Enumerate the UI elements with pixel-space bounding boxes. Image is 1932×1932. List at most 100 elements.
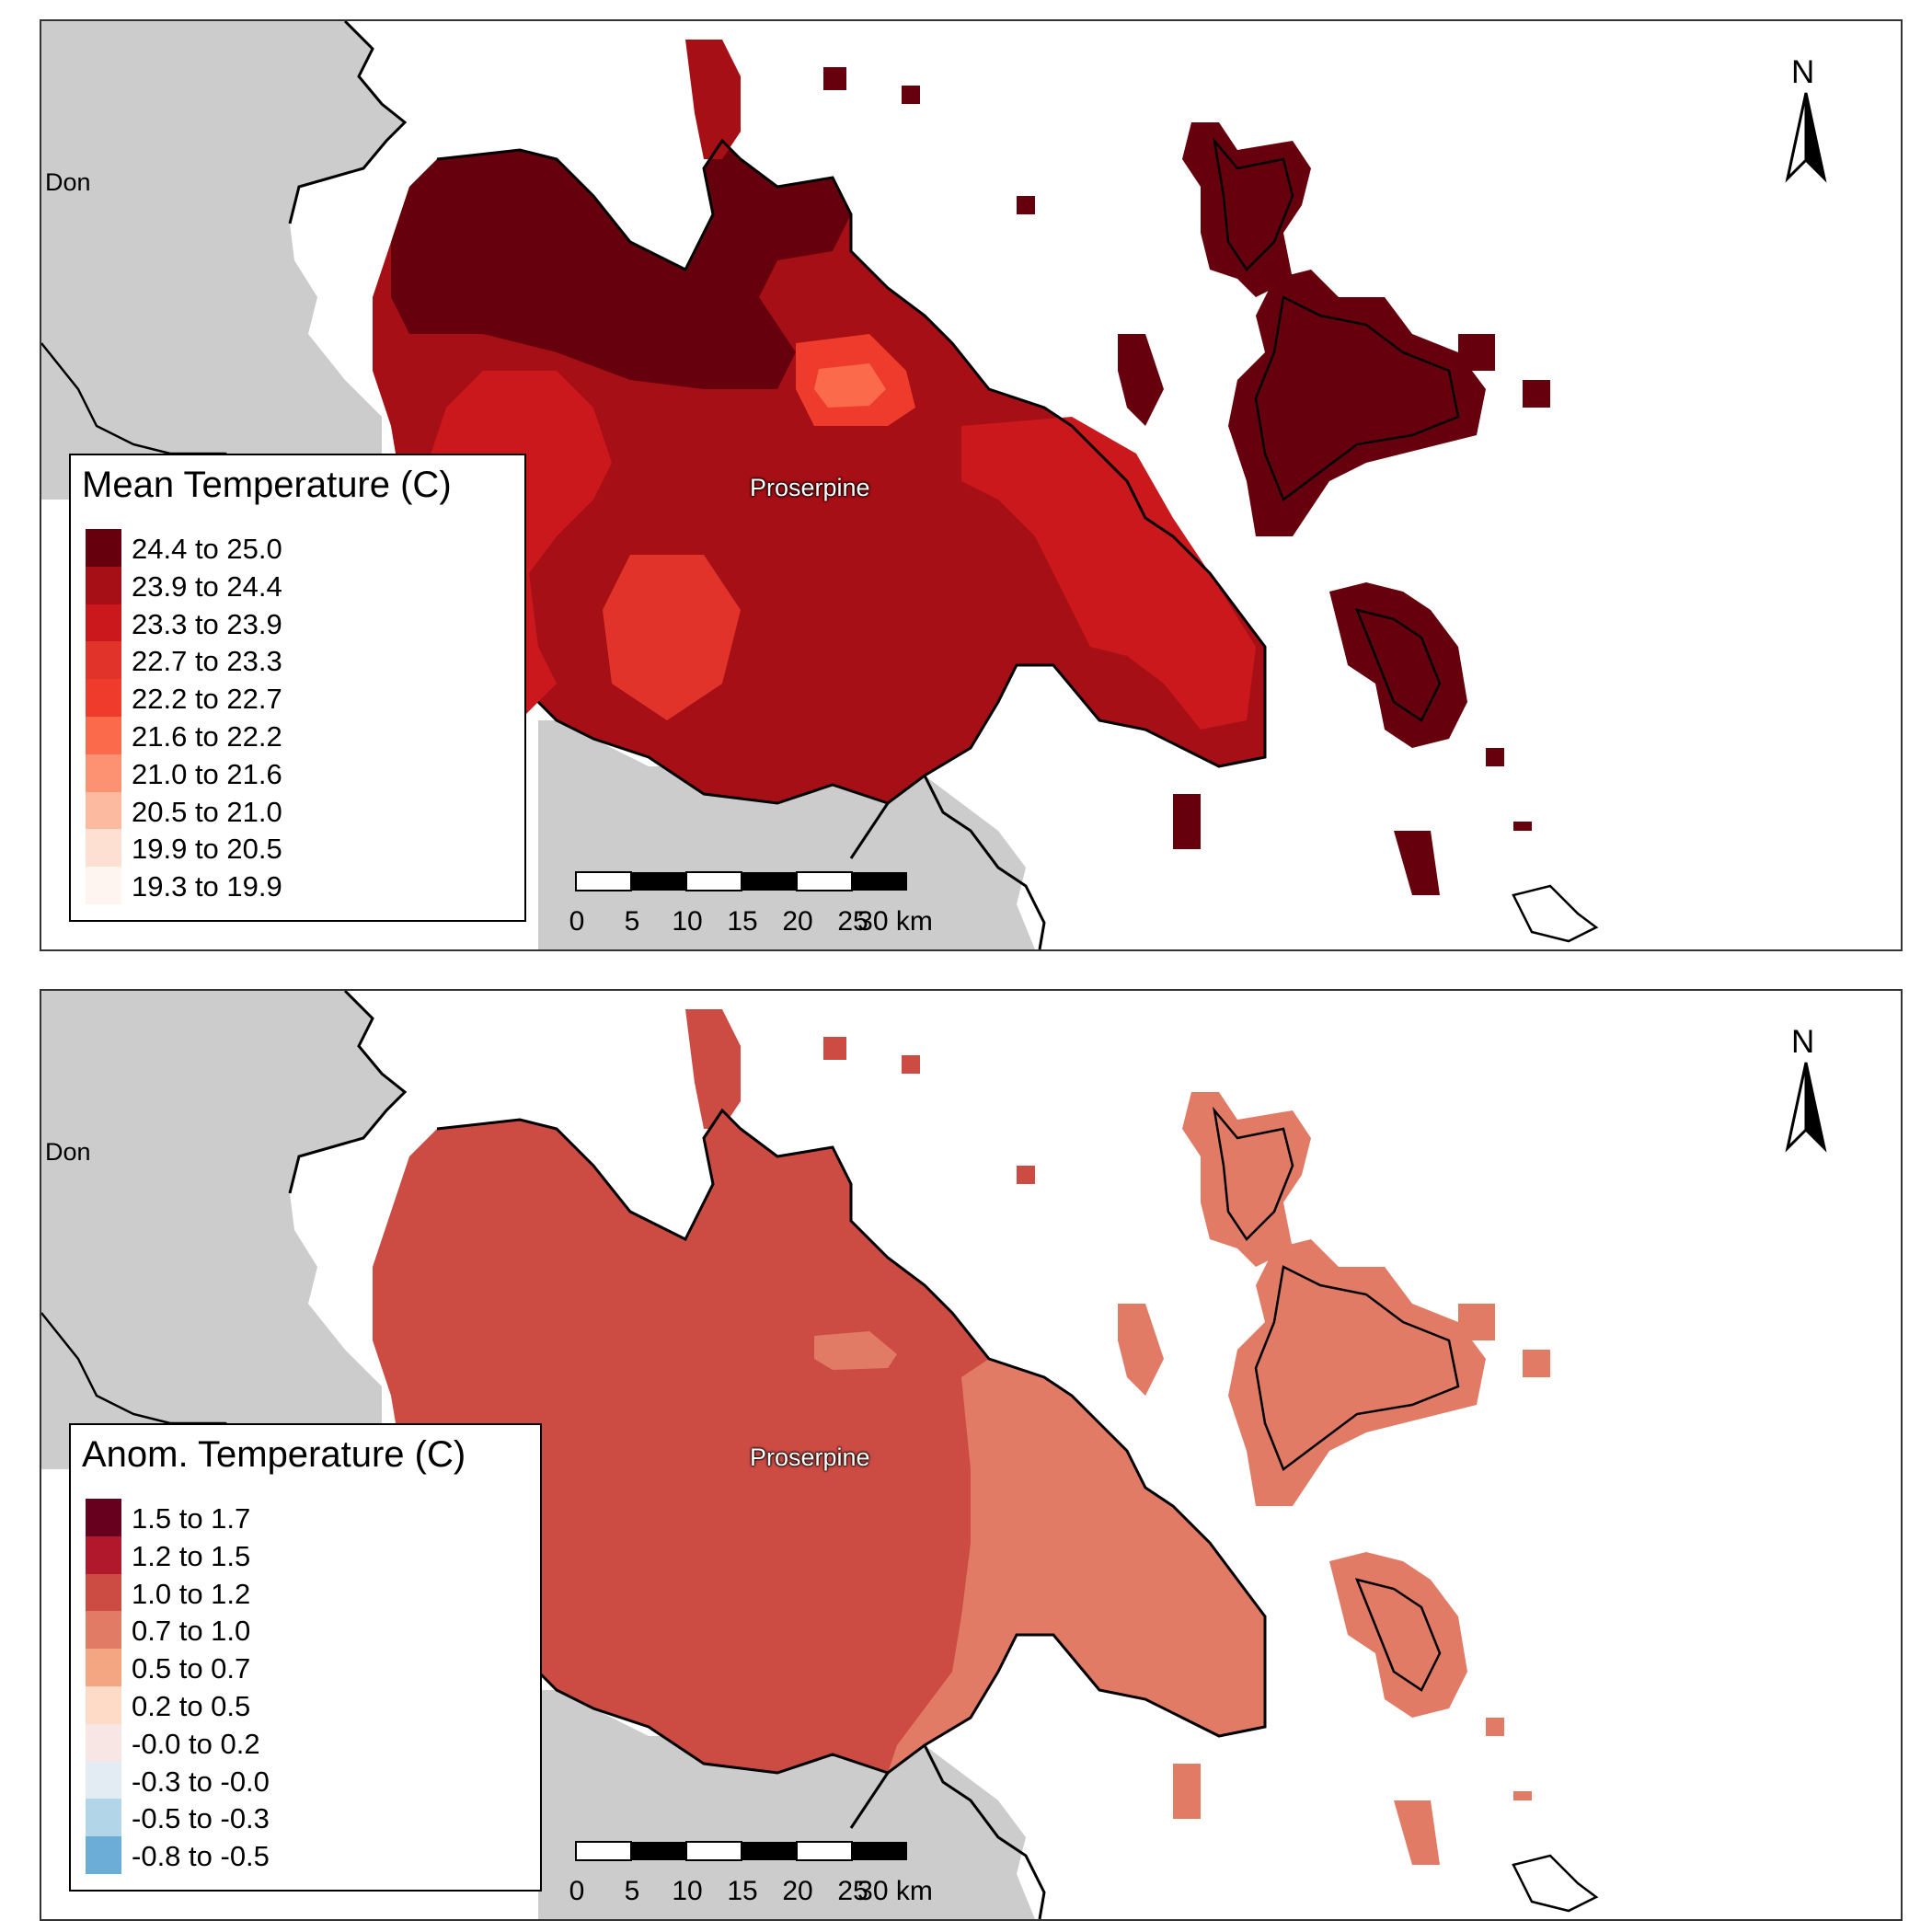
scale-tick-label: 5 <box>624 1876 640 1906</box>
legend-swatch <box>86 1535 121 1574</box>
legend-label: 22.2 to 22.7 <box>132 683 282 716</box>
legend-label: 22.7 to 23.3 <box>132 645 282 678</box>
island-small-1 <box>823 1037 846 1060</box>
scale-tick-label: 25 <box>837 1876 868 1906</box>
island-small-2 <box>902 86 920 104</box>
legend-label: 24.4 to 25.0 <box>132 533 282 565</box>
legend-label: 1.0 to 1.2 <box>132 1577 251 1610</box>
island-group-ne <box>1182 1092 1311 1267</box>
island-small-6 <box>1173 794 1201 849</box>
legend-label: 23.3 to 23.9 <box>132 607 282 640</box>
north-arrow: N <box>1778 1024 1843 1153</box>
island-small-9 <box>1486 748 1504 766</box>
coastline-western <box>288 991 408 1194</box>
scale-bar-graphic <box>575 871 907 891</box>
legend-swatch <box>86 791 121 830</box>
legend-swatch <box>86 1836 121 1874</box>
scale-tick-label: 30 km <box>857 906 933 937</box>
island-outline-far-se <box>1512 884 1599 943</box>
north-arrow: N <box>1778 54 1843 183</box>
legend-label: 21.0 to 21.6 <box>132 757 282 790</box>
island-group-ne <box>1182 122 1311 297</box>
legend-swatch <box>86 867 121 904</box>
region-peak-hotspot-core <box>814 363 886 408</box>
island-outline-se <box>1354 608 1442 722</box>
north-arrow-icon <box>1785 92 1827 183</box>
legend-label: 20.5 to 21.0 <box>132 795 282 828</box>
legend-label: 23.9 to 24.4 <box>132 569 282 603</box>
island-outline-se <box>1354 1578 1442 1692</box>
north-peninsula <box>685 1009 741 1129</box>
island-small-4 <box>1458 1304 1495 1340</box>
legend-label: 0.7 to 1.0 <box>132 1615 251 1648</box>
island-outline-e <box>1254 295 1460 501</box>
legend-swatch <box>86 1723 121 1762</box>
north-arrow-icon <box>1785 1062 1827 1153</box>
legend-swatch <box>86 679 121 717</box>
coastline-south <box>849 1744 1046 1919</box>
legend-label: 0.5 to 0.7 <box>132 1652 251 1685</box>
coastline-south <box>849 775 1046 949</box>
scale-tick-label: 5 <box>624 906 640 937</box>
legend-label: 19.9 to 20.5 <box>132 833 282 866</box>
island-small-7 <box>1394 831 1440 895</box>
legend-swatch <box>86 1799 121 1837</box>
scale-tick-label: 0 <box>569 1876 585 1906</box>
island-small-8 <box>1513 822 1532 831</box>
coastline-main <box>436 138 1267 805</box>
scale-tick-label: 30 km <box>857 1876 933 1906</box>
legend-swatch <box>86 829 121 868</box>
scale-bar: 0 5 10 15 20 25 30 km <box>557 1841 933 1906</box>
coastline-western <box>288 21 408 224</box>
island-small-3 <box>1017 196 1035 214</box>
region-cool-east <box>961 417 1256 730</box>
anomaly-temperature-map <box>41 991 1599 1919</box>
scale-tick-label: 15 <box>727 1876 758 1906</box>
legend-label: -0.3 to -0.0 <box>132 1765 270 1798</box>
island-small-5 <box>1523 1350 1550 1377</box>
island-small-7 <box>1394 1800 1440 1865</box>
scale-tick-label: 10 <box>672 1876 703 1906</box>
legend-label: 1.2 to 1.5 <box>132 1539 251 1572</box>
island-mid-e <box>1118 334 1164 426</box>
legend-label: 19.3 to 19.9 <box>132 870 282 903</box>
legend-swatch <box>86 1685 121 1724</box>
island-outline-far-se <box>1512 1854 1599 1913</box>
scale-tick-label: 15 <box>727 906 758 937</box>
island-group-se <box>1329 582 1467 748</box>
legend-swatch <box>86 753 121 792</box>
north-letter: N <box>1791 54 1815 90</box>
mean-temperature-map-panel: Don Proserpine Mean Temperature (C) 24.4… <box>40 19 1903 951</box>
legend-swatch <box>86 1761 121 1800</box>
place-label-proserpine: Proserpine <box>750 1443 870 1471</box>
region-hot-north <box>391 141 851 389</box>
scale-tick-label: 20 <box>782 1876 813 1906</box>
island-group-e <box>1228 270 1486 536</box>
island-small-2 <box>902 1055 920 1074</box>
island-group-e <box>1228 1239 1486 1506</box>
legend-title: Mean Temperature (C) <box>82 465 452 505</box>
legend-swatch <box>86 604 121 642</box>
island-small-1 <box>823 67 846 90</box>
legend-swatch <box>86 529 121 567</box>
island-small-4 <box>1458 334 1495 371</box>
coastline-main <box>436 1108 1267 1775</box>
legend-label: -0.0 to 0.2 <box>132 1727 260 1760</box>
legend-label: -0.5 to -0.3 <box>132 1802 270 1835</box>
legend-label: 0.2 to 0.5 <box>132 1689 251 1722</box>
legend-label: -0.8 to -0.5 <box>132 1840 270 1873</box>
island-small-3 <box>1017 1166 1035 1184</box>
north-peninsula <box>685 40 741 159</box>
island-outline-ne <box>1213 136 1294 271</box>
island-small-5 <box>1523 380 1550 408</box>
place-label-proserpine: Proserpine <box>750 474 870 501</box>
anomaly-temperature-map-panel: Don Proserpine Anom. Temperature (C) 1.5… <box>40 989 1903 1921</box>
region-cool-south <box>603 555 741 720</box>
place-label-don: Don <box>45 1138 91 1166</box>
scale-tick-label: 0 <box>569 906 585 937</box>
legend-swatch <box>86 1611 121 1650</box>
mean-temperature-legend: Mean Temperature (C) 24.4 to 25.0 23.9 t… <box>69 454 526 922</box>
legend-swatch <box>86 566 121 604</box>
legend-title: Anom. Temperature (C) <box>82 1434 466 1475</box>
land-outside-region <box>41 991 405 1469</box>
